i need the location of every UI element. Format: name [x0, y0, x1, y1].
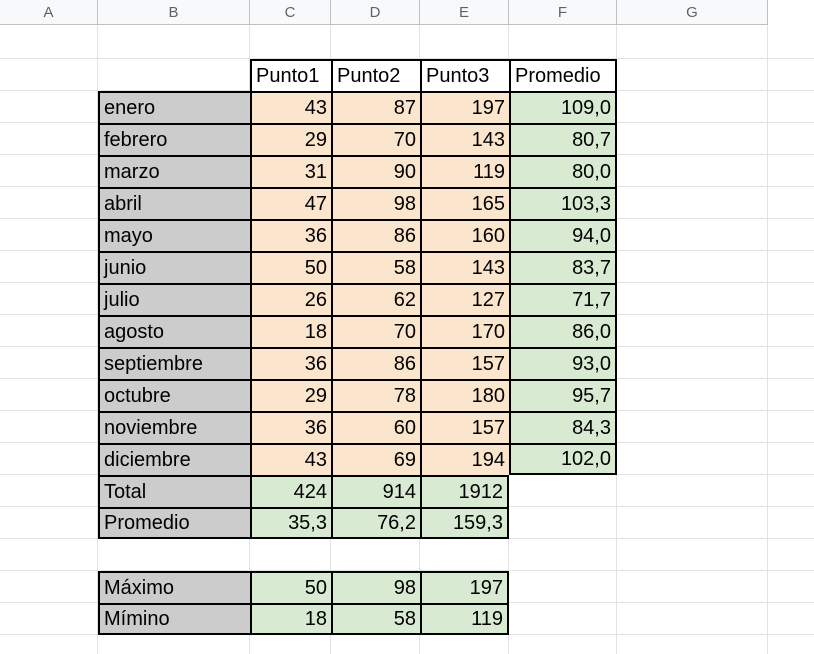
gridline-horizontal: [0, 58, 814, 59]
punto3-cell[interactable]: 197: [420, 91, 509, 123]
promedio-cell[interactable]: 94,0: [509, 219, 617, 251]
punto1-cell[interactable]: 43: [250, 91, 331, 123]
punto2-cell[interactable]: 98: [331, 187, 420, 219]
month-label-cell[interactable]: octubre: [98, 379, 250, 411]
punto3-cell[interactable]: 143: [420, 251, 509, 283]
stat-punto3-cell[interactable]: 119: [420, 603, 509, 635]
punto1-cell[interactable]: 36: [250, 347, 331, 379]
month-label-cell[interactable]: marzo: [98, 155, 250, 187]
summary-label-cell[interactable]: Promedio: [98, 507, 250, 539]
punto3-cell[interactable]: 157: [420, 411, 509, 443]
punto3-cell[interactable]: 157: [420, 347, 509, 379]
punto1-cell[interactable]: 29: [250, 379, 331, 411]
column-header-d[interactable]: D: [331, 0, 420, 25]
month-label-cell[interactable]: septiembre: [98, 347, 250, 379]
punto3-cell[interactable]: 143: [420, 123, 509, 155]
punto2-cell[interactable]: 62: [331, 283, 420, 315]
stat-punto2-cell[interactable]: 58: [331, 603, 420, 635]
punto1-cell[interactable]: 36: [250, 411, 331, 443]
punto2-cell[interactable]: 58: [331, 251, 420, 283]
summary-punto3-cell[interactable]: 159,3: [420, 507, 509, 539]
summary-punto3-cell[interactable]: 1912: [420, 475, 509, 507]
header-cell-c[interactable]: Punto1: [250, 59, 331, 91]
punto2-cell[interactable]: 90: [331, 155, 420, 187]
month-label-cell[interactable]: diciembre: [98, 443, 250, 475]
punto1-cell[interactable]: 26: [250, 283, 331, 315]
punto2-cell[interactable]: 70: [331, 123, 420, 155]
header-cell-f[interactable]: Promedio: [509, 59, 617, 91]
punto3-cell[interactable]: 160: [420, 219, 509, 251]
punto1-cell[interactable]: 43: [250, 443, 331, 475]
stat-label-cell[interactable]: Mímino: [98, 603, 250, 635]
month-label-cell[interactable]: febrero: [98, 123, 250, 155]
column-header-e[interactable]: E: [420, 0, 509, 25]
promedio-cell[interactable]: 80,0: [509, 155, 617, 187]
punto2-cell[interactable]: 78: [331, 379, 420, 411]
month-label-cell[interactable]: mayo: [98, 219, 250, 251]
stat-punto3-cell[interactable]: 197: [420, 571, 509, 603]
punto3-cell[interactable]: 180: [420, 379, 509, 411]
promedio-cell[interactable]: 71,7: [509, 283, 617, 315]
column-header-c[interactable]: C: [250, 0, 331, 25]
month-label-cell[interactable]: noviembre: [98, 411, 250, 443]
month-label-cell[interactable]: abril: [98, 187, 250, 219]
punto3-cell[interactable]: 127: [420, 283, 509, 315]
stat-punto2-cell[interactable]: 98: [331, 571, 420, 603]
punto1-cell[interactable]: 29: [250, 123, 331, 155]
promedio-cell[interactable]: 83,7: [509, 251, 617, 283]
punto2-cell[interactable]: 86: [331, 347, 420, 379]
column-header-b[interactable]: B: [98, 0, 250, 25]
stat-label-cell[interactable]: Máximo: [98, 571, 250, 603]
punto2-cell[interactable]: 70: [331, 315, 420, 347]
summary-punto2-cell[interactable]: 914: [331, 475, 420, 507]
punto1-cell[interactable]: 18: [250, 315, 331, 347]
promedio-cell[interactable]: 80,7: [509, 123, 617, 155]
promedio-cell[interactable]: 103,3: [509, 187, 617, 219]
column-header-a[interactable]: A: [0, 0, 98, 25]
promedio-cell[interactable]: 93,0: [509, 347, 617, 379]
month-label-cell[interactable]: enero: [98, 91, 250, 123]
summary-punto2-cell[interactable]: 76,2: [331, 507, 420, 539]
promedio-cell[interactable]: 84,3: [509, 411, 617, 443]
column-header-g[interactable]: G: [617, 0, 768, 25]
punto3-cell[interactable]: 170: [420, 315, 509, 347]
gridline-vertical: [97, 25, 98, 654]
stat-punto1-cell[interactable]: 18: [250, 603, 331, 635]
punto1-cell[interactable]: 36: [250, 219, 331, 251]
punto2-cell[interactable]: 86: [331, 219, 420, 251]
punto3-cell[interactable]: 119: [420, 155, 509, 187]
gridline-horizontal: [0, 570, 814, 571]
promedio-cell[interactable]: 102,0: [509, 443, 617, 475]
summary-punto1-cell[interactable]: 424: [250, 475, 331, 507]
punto2-cell[interactable]: 87: [331, 91, 420, 123]
column-header-f[interactable]: F: [509, 0, 617, 25]
punto1-cell[interactable]: 50: [250, 251, 331, 283]
punto2-cell[interactable]: 60: [331, 411, 420, 443]
promedio-cell[interactable]: 109,0: [509, 91, 617, 123]
header-cell-e[interactable]: Punto3: [420, 59, 509, 91]
punto1-cell[interactable]: 31: [250, 155, 331, 187]
header-cell-d[interactable]: Punto2: [331, 59, 420, 91]
summary-punto1-cell[interactable]: 35,3: [250, 507, 331, 539]
stat-punto1-cell[interactable]: 50: [250, 571, 331, 603]
promedio-cell[interactable]: 86,0: [509, 315, 617, 347]
punto3-cell[interactable]: 165: [420, 187, 509, 219]
punto1-cell[interactable]: 47: [250, 187, 331, 219]
summary-label-cell[interactable]: Total: [98, 475, 250, 507]
promedio-cell[interactable]: 95,7: [509, 379, 617, 411]
gridline-vertical: [767, 25, 768, 654]
month-label-cell[interactable]: junio: [98, 251, 250, 283]
punto2-cell[interactable]: 69: [331, 443, 420, 475]
month-label-cell[interactable]: julio: [98, 283, 250, 315]
month-label-cell[interactable]: agosto: [98, 315, 250, 347]
punto3-cell[interactable]: 194: [420, 443, 509, 475]
